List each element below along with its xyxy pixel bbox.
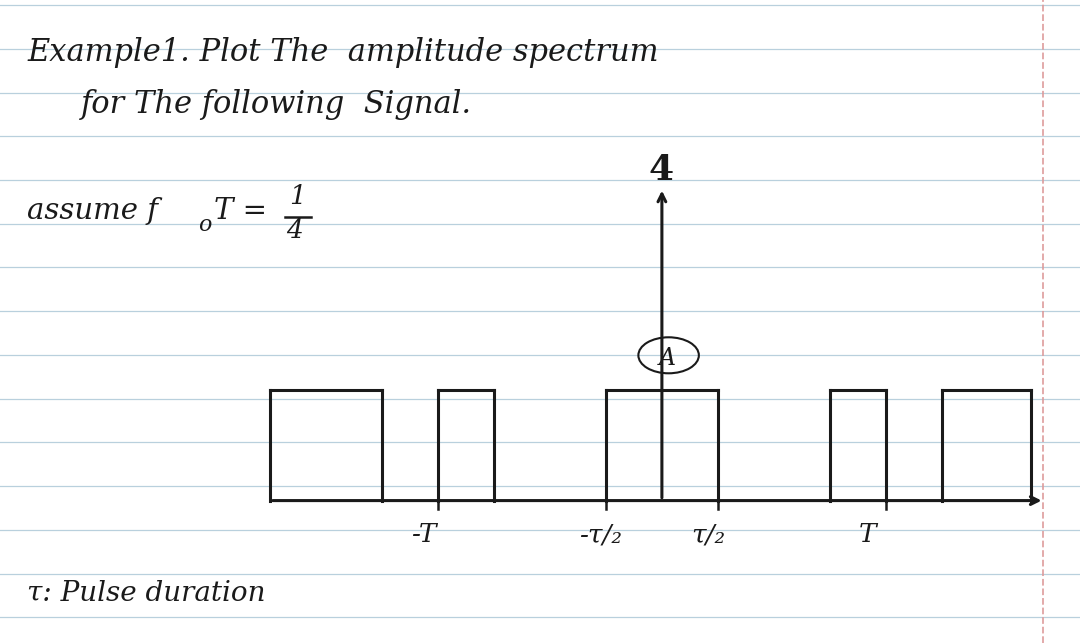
Text: T =: T = <box>214 197 276 224</box>
Text: for The following  Signal.: for The following Signal. <box>81 89 472 120</box>
Text: Example1. Plot The  amplitude spectrum: Example1. Plot The amplitude spectrum <box>27 37 659 68</box>
Text: τ/₂: τ/₂ <box>691 522 725 547</box>
Text: assume f: assume f <box>27 197 158 224</box>
Text: τ: Pulse duration: τ: Pulse duration <box>27 580 266 607</box>
Text: o: o <box>198 214 211 236</box>
Text: -τ/₂: -τ/₂ <box>579 522 622 547</box>
Text: -T: -T <box>411 522 436 547</box>
Text: 1: 1 <box>289 185 307 210</box>
Text: 4: 4 <box>286 218 303 243</box>
Text: 4: 4 <box>649 153 674 186</box>
Text: A: A <box>659 347 676 370</box>
Text: T: T <box>859 522 877 547</box>
